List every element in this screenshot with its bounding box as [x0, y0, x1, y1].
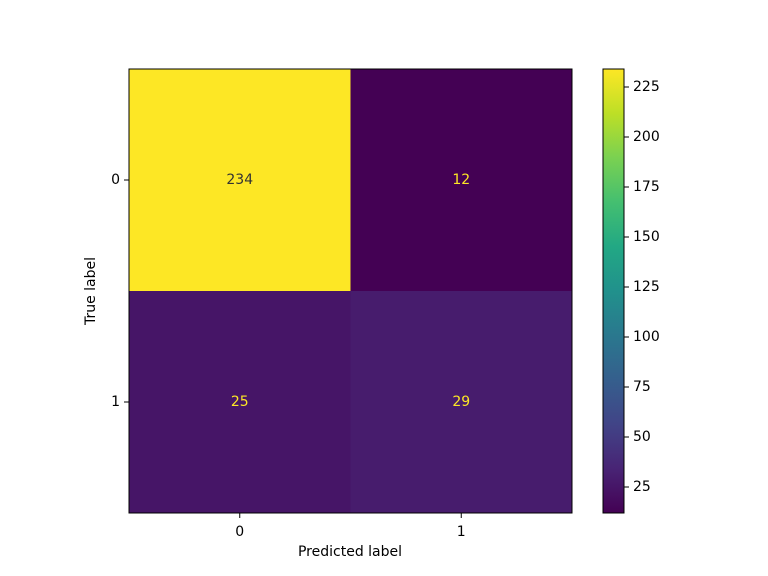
colorbar-tick-label: 100: [633, 329, 660, 345]
heatmap-cell: [350, 69, 573, 292]
colorbar-tick-label: 150: [633, 229, 660, 245]
plot-frame: [128, 68, 573, 514]
colorbar-tick-label: 175: [633, 179, 660, 195]
cell-label: 12: [452, 172, 470, 188]
colorbar-tick-label: 50: [633, 429, 651, 445]
cell-label: 25: [231, 394, 249, 410]
x-tick-label: 0: [235, 524, 244, 540]
heatmap-cell: [129, 69, 351, 292]
colorbar-tick-label: 225: [633, 79, 660, 95]
colorbar-tick-label: 75: [633, 379, 651, 395]
y-tick-label: 0: [111, 172, 120, 188]
colorbar-tick-label: 25: [633, 479, 651, 495]
cell-label: 29: [452, 394, 470, 410]
heatmap-cell: [129, 291, 351, 514]
x-tick-label: 1: [457, 524, 466, 540]
y-tick-label: 1: [111, 394, 120, 410]
colorbar-tick-label: 200: [633, 129, 660, 145]
heatmap-cell: [350, 291, 573, 514]
colorbar-tick-label: 125: [633, 279, 660, 295]
y-axis-label: True label: [83, 257, 99, 326]
cell-label: 234: [226, 172, 253, 188]
colorbar: [602, 68, 625, 514]
x-axis-label: Predicted label: [298, 544, 402, 560]
